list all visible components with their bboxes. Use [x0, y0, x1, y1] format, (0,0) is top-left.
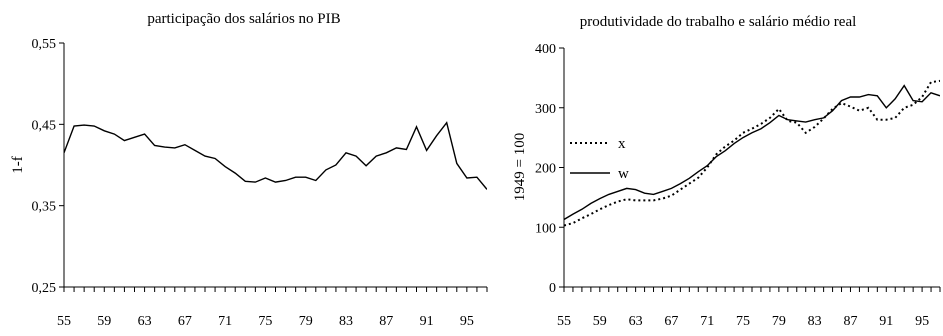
wage-share-x-tick-label: 79: [299, 314, 313, 329]
productivity-x-tick-label: 83: [808, 314, 822, 329]
productivity-x-tick-label: 55: [557, 314, 571, 329]
wage-share-x-tick-label: 59: [97, 314, 111, 329]
productivity-x-tick-label: 63: [629, 314, 643, 329]
productivity-x-tick-label: 87: [843, 314, 857, 329]
wage-share-x-tick-label: 55: [57, 314, 71, 329]
productivity-x-tick-label: 79: [772, 314, 786, 329]
wage-share-x-tick-label: 95: [460, 314, 474, 329]
wage-share-y-tick-label: 0,35: [32, 200, 57, 215]
chart-productivity-ylabel: 1949 = 100: [512, 133, 528, 201]
legend-label-w: w: [618, 166, 629, 182]
wage-share-x-tick-label: 83: [339, 314, 353, 329]
wage-share-x-tick-label: 71: [218, 314, 232, 329]
legend: x w: [570, 136, 629, 182]
productivity-y-tick-label: 300: [535, 102, 556, 117]
chart-wage-share: participação dos salários no PIB 1-f 0,2…: [10, 11, 488, 329]
wage-share-x-tick-label: 75: [258, 314, 272, 329]
wage-share-series-line-line: [64, 121, 487, 190]
legend-label-x: x: [618, 136, 626, 152]
chart-wage-share-ylabel: 1-f: [10, 156, 26, 174]
wage-share-x-tick-label: 67: [178, 314, 192, 329]
productivity-y-tick-label: 400: [535, 42, 556, 57]
wage-share-x-tick-label: 87: [379, 314, 393, 329]
productivity-y-tick-label: 200: [535, 162, 556, 177]
wage-share-y-tick-label: 0,55: [32, 37, 57, 52]
chart-wage-share-title: participação dos salários no PIB: [147, 11, 340, 27]
productivity-y-tick-label: 100: [535, 221, 556, 236]
productivity-x-tick-label: 95: [915, 314, 929, 329]
productivity-x-tick-label: 67: [664, 314, 678, 329]
productivity-y-tick-label: 0: [549, 281, 556, 296]
chart-productivity-title: produtividade do trabalho e salário médi…: [580, 14, 857, 30]
productivity-x-tick-label: 91: [879, 314, 893, 329]
wage-share-x-tick-label: 63: [138, 314, 152, 329]
wage-share-y-tick-label: 0,45: [32, 118, 57, 133]
productivity-x-tick-label: 71: [700, 314, 714, 329]
wage-share-y-tick-label: 0,25: [32, 281, 57, 296]
productivity-series-w-line: [564, 84, 940, 221]
productivity-x-tick-label: 59: [593, 314, 607, 329]
chart-productivity-wage: produtividade do trabalho e salário médi…: [512, 14, 941, 329]
wage-share-x-tick-label: 91: [420, 314, 434, 329]
productivity-series-x-line: [564, 79, 940, 227]
productivity-x-tick-label: 75: [736, 314, 750, 329]
